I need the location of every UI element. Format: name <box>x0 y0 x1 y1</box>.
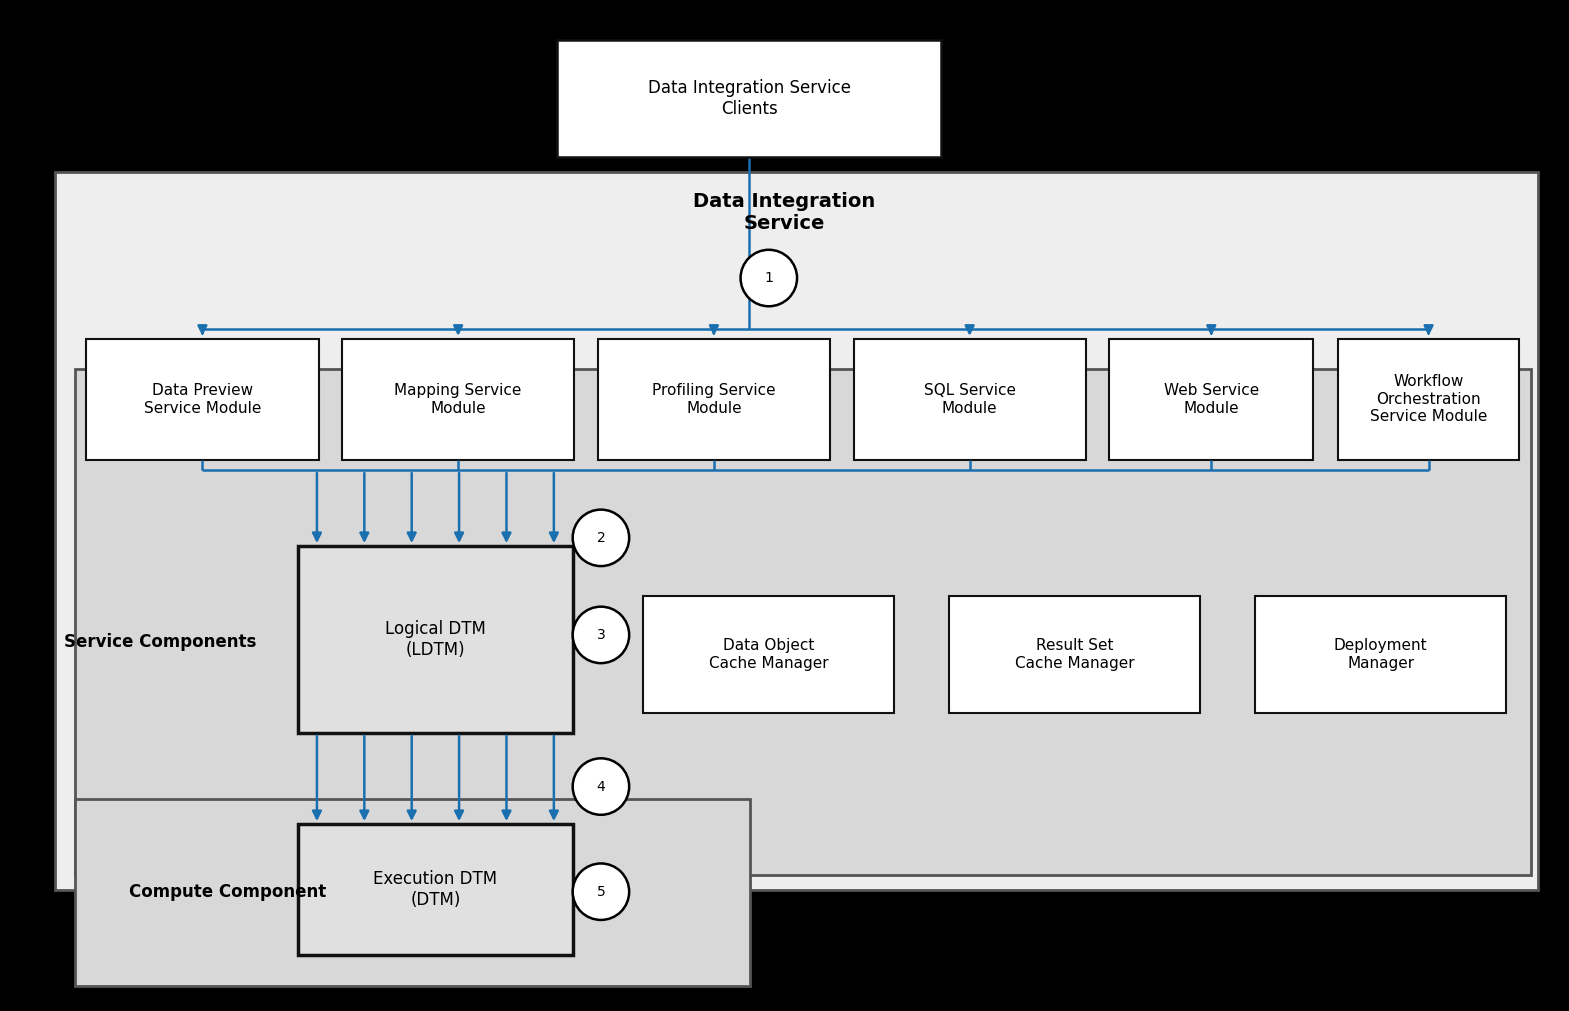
Bar <box>1255 596 1506 713</box>
Text: SQL Service
Module: SQL Service Module <box>924 383 1015 416</box>
Text: Result Set
Cache Manager: Result Set Cache Manager <box>1015 638 1134 671</box>
Text: Mapping Service
Module: Mapping Service Module <box>394 383 522 416</box>
Text: Workflow
Orchestration
Service Module: Workflow Orchestration Service Module <box>1370 374 1487 425</box>
Text: Logical DTM
(LDTM): Logical DTM (LDTM) <box>384 620 486 659</box>
Bar <box>557 40 941 157</box>
Bar <box>643 596 894 713</box>
Text: 2: 2 <box>596 531 606 545</box>
Ellipse shape <box>741 250 797 306</box>
Bar <box>75 369 1531 875</box>
Text: Data Integration Service
Clients: Data Integration Service Clients <box>648 79 850 118</box>
Text: Data Object
Cache Manager: Data Object Cache Manager <box>709 638 828 671</box>
Text: 1: 1 <box>764 271 774 285</box>
Ellipse shape <box>573 758 629 815</box>
Text: Compute Component: Compute Component <box>129 883 326 901</box>
Bar <box>1338 339 1519 460</box>
Text: Profiling Service
Module: Profiling Service Module <box>653 383 775 416</box>
Bar <box>1109 339 1313 460</box>
Bar <box>854 339 1086 460</box>
Bar <box>298 546 573 733</box>
Bar <box>298 824 573 955</box>
Text: 5: 5 <box>596 885 606 899</box>
Text: 4: 4 <box>596 779 606 794</box>
Bar <box>86 339 319 460</box>
Bar <box>598 339 830 460</box>
Ellipse shape <box>573 510 629 566</box>
Bar <box>75 799 750 986</box>
Ellipse shape <box>573 863 629 920</box>
Text: Web Service
Module: Web Service Module <box>1164 383 1258 416</box>
Text: Deployment
Manager: Deployment Manager <box>1334 638 1428 671</box>
Text: Data Preview
Service Module: Data Preview Service Module <box>144 383 260 416</box>
Ellipse shape <box>573 607 629 663</box>
Text: Service Components: Service Components <box>64 633 256 651</box>
Text: Execution DTM
(DTM): Execution DTM (DTM) <box>373 870 497 909</box>
Bar <box>342 339 574 460</box>
Text: 3: 3 <box>596 628 606 642</box>
Bar <box>949 596 1200 713</box>
Bar <box>55 172 1538 890</box>
Text: Data Integration
Service: Data Integration Service <box>693 192 876 233</box>
